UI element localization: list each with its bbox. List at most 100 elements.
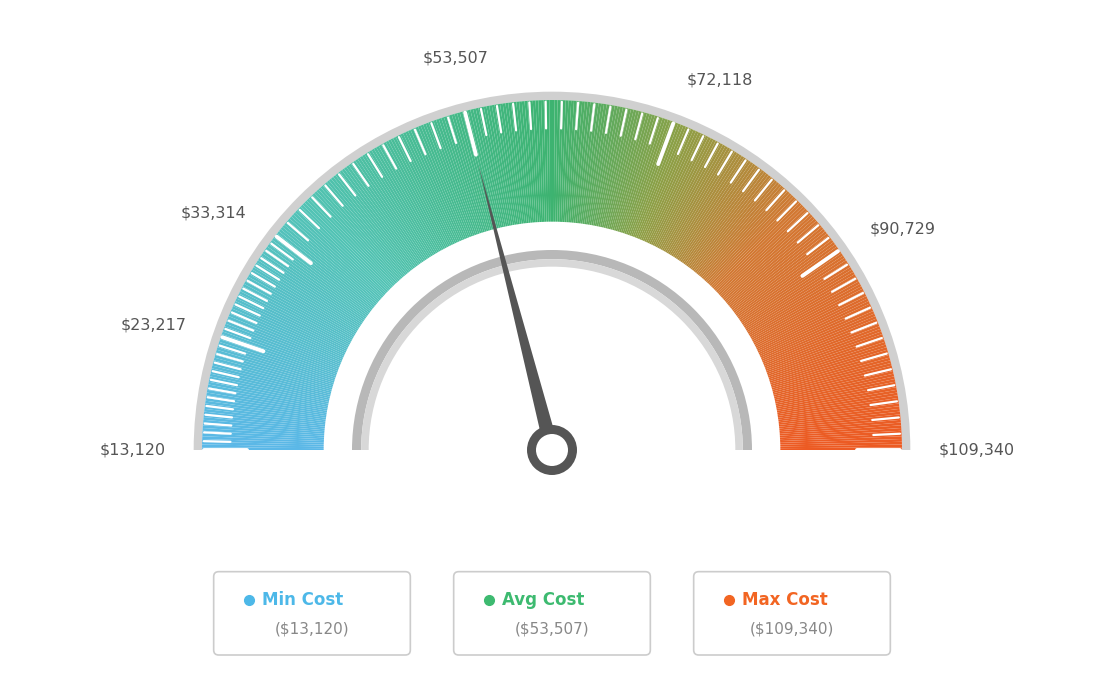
Wedge shape bbox=[202, 428, 326, 437]
Wedge shape bbox=[648, 133, 703, 246]
Wedge shape bbox=[248, 274, 355, 337]
Wedge shape bbox=[735, 244, 837, 318]
Wedge shape bbox=[449, 115, 487, 233]
Wedge shape bbox=[704, 191, 789, 284]
Wedge shape bbox=[289, 217, 383, 300]
Wedge shape bbox=[693, 177, 773, 274]
Wedge shape bbox=[513, 102, 529, 225]
Wedge shape bbox=[662, 145, 725, 253]
Wedge shape bbox=[611, 112, 645, 231]
Wedge shape bbox=[736, 246, 838, 319]
Wedge shape bbox=[511, 102, 527, 225]
FancyBboxPatch shape bbox=[454, 572, 650, 655]
Wedge shape bbox=[393, 137, 450, 248]
Wedge shape bbox=[742, 260, 848, 328]
Wedge shape bbox=[266, 246, 368, 319]
Wedge shape bbox=[778, 439, 902, 444]
Wedge shape bbox=[740, 253, 843, 324]
Wedge shape bbox=[495, 104, 517, 226]
Wedge shape bbox=[215, 353, 335, 388]
Circle shape bbox=[527, 425, 577, 475]
Wedge shape bbox=[564, 101, 574, 224]
Wedge shape bbox=[202, 439, 326, 444]
Wedge shape bbox=[210, 376, 330, 404]
Wedge shape bbox=[517, 101, 531, 224]
Circle shape bbox=[537, 434, 567, 466]
Wedge shape bbox=[773, 374, 894, 402]
Wedge shape bbox=[374, 148, 438, 255]
Wedge shape bbox=[612, 112, 647, 232]
Wedge shape bbox=[596, 107, 623, 228]
Wedge shape bbox=[355, 159, 426, 262]
Wedge shape bbox=[358, 157, 427, 262]
Wedge shape bbox=[291, 215, 384, 299]
Wedge shape bbox=[202, 433, 326, 441]
Wedge shape bbox=[755, 293, 867, 351]
Wedge shape bbox=[484, 106, 510, 228]
Wedge shape bbox=[541, 100, 546, 224]
Wedge shape bbox=[764, 326, 880, 371]
Wedge shape bbox=[299, 206, 390, 293]
Wedge shape bbox=[650, 135, 705, 246]
Wedge shape bbox=[219, 342, 337, 382]
Text: ($109,340): ($109,340) bbox=[750, 622, 835, 637]
Text: Avg Cost: Avg Cost bbox=[502, 591, 584, 609]
Wedge shape bbox=[726, 227, 824, 307]
Wedge shape bbox=[699, 184, 782, 279]
Wedge shape bbox=[286, 221, 381, 303]
Wedge shape bbox=[205, 401, 328, 420]
Wedge shape bbox=[606, 110, 639, 230]
Text: Max Cost: Max Cost bbox=[742, 591, 828, 609]
Wedge shape bbox=[654, 137, 711, 248]
Wedge shape bbox=[776, 398, 899, 418]
Wedge shape bbox=[566, 101, 576, 224]
Wedge shape bbox=[232, 306, 346, 358]
Wedge shape bbox=[214, 357, 333, 392]
Wedge shape bbox=[713, 204, 804, 293]
Wedge shape bbox=[593, 106, 617, 227]
Wedge shape bbox=[476, 108, 505, 229]
Wedge shape bbox=[681, 162, 753, 264]
Wedge shape bbox=[205, 398, 328, 418]
Wedge shape bbox=[259, 255, 363, 326]
Wedge shape bbox=[497, 104, 518, 226]
Wedge shape bbox=[524, 101, 535, 224]
Wedge shape bbox=[777, 414, 901, 428]
Wedge shape bbox=[614, 113, 649, 233]
Wedge shape bbox=[777, 406, 900, 424]
Wedge shape bbox=[775, 384, 896, 409]
Wedge shape bbox=[705, 193, 792, 285]
Wedge shape bbox=[379, 145, 442, 253]
Wedge shape bbox=[677, 157, 746, 262]
Wedge shape bbox=[403, 132, 457, 245]
Wedge shape bbox=[202, 431, 326, 440]
Wedge shape bbox=[778, 431, 902, 440]
Wedge shape bbox=[709, 197, 796, 287]
Wedge shape bbox=[193, 92, 911, 450]
Wedge shape bbox=[746, 270, 853, 335]
Wedge shape bbox=[506, 103, 523, 226]
Wedge shape bbox=[774, 379, 895, 406]
Wedge shape bbox=[737, 249, 840, 321]
Wedge shape bbox=[295, 210, 386, 296]
Wedge shape bbox=[258, 258, 362, 327]
Wedge shape bbox=[729, 231, 827, 310]
Wedge shape bbox=[318, 188, 402, 281]
Wedge shape bbox=[401, 133, 456, 246]
Wedge shape bbox=[587, 104, 609, 226]
Wedge shape bbox=[209, 382, 330, 408]
Wedge shape bbox=[730, 233, 829, 311]
Wedge shape bbox=[219, 339, 337, 380]
Wedge shape bbox=[502, 103, 522, 226]
Wedge shape bbox=[594, 106, 620, 228]
Wedge shape bbox=[599, 108, 628, 229]
Wedge shape bbox=[724, 223, 820, 304]
Wedge shape bbox=[250, 272, 357, 336]
Wedge shape bbox=[530, 101, 540, 224]
Wedge shape bbox=[256, 260, 362, 328]
Wedge shape bbox=[778, 444, 902, 448]
Wedge shape bbox=[760, 311, 874, 362]
Wedge shape bbox=[204, 412, 327, 427]
Wedge shape bbox=[369, 150, 435, 257]
Wedge shape bbox=[210, 374, 331, 402]
